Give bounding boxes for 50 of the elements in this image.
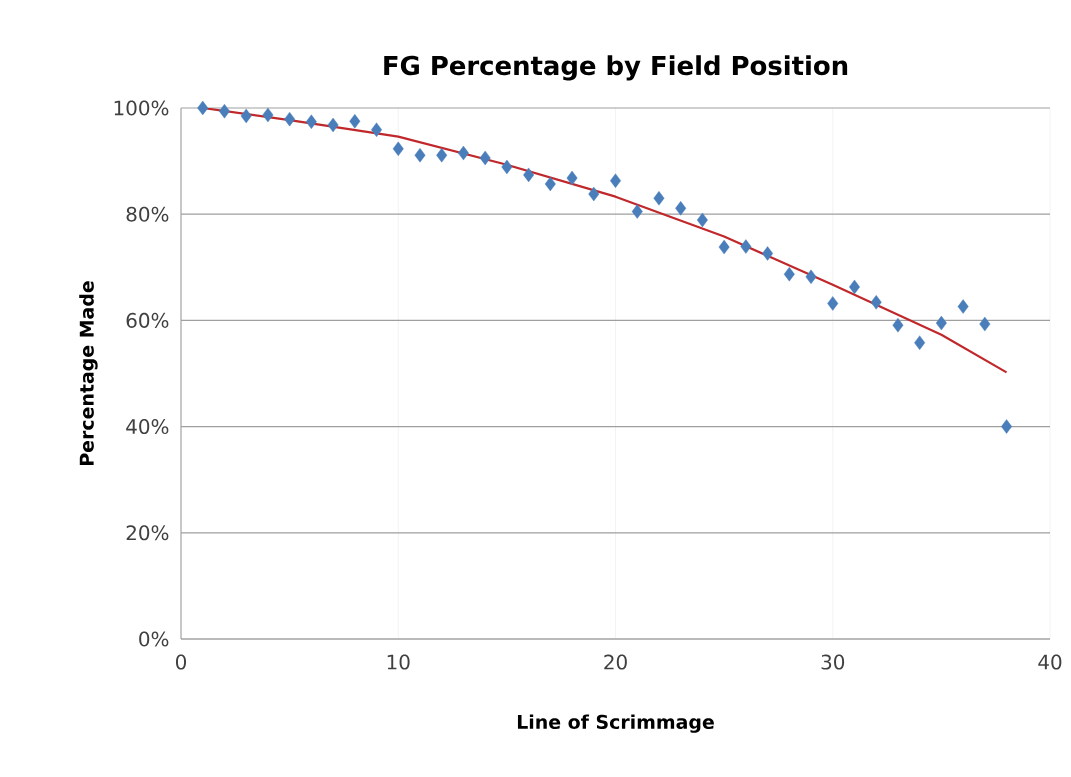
point: [501, 159, 513, 175]
point: [870, 295, 882, 310]
point: [436, 148, 448, 163]
x-axis-title: Line of Scrimmage: [517, 714, 714, 733]
point: [240, 108, 252, 124]
y-tick-label: 60%: [126, 312, 169, 328]
point: [827, 296, 839, 311]
point: [523, 167, 535, 183]
x-tick-label: 10: [387, 654, 410, 670]
point: [457, 145, 469, 161]
point: [371, 122, 382, 137]
point: [762, 246, 774, 261]
point: [805, 269, 817, 285]
point: [262, 107, 274, 123]
point: [610, 173, 621, 188]
x-tick-label: 40: [1038, 654, 1062, 670]
point: [479, 150, 491, 166]
point: [197, 100, 209, 116]
point: [935, 315, 947, 331]
point: [675, 201, 687, 216]
point: [892, 317, 904, 333]
y-tick-label: 100%: [114, 100, 169, 116]
y-tick-label: 0%: [139, 631, 169, 647]
point: [305, 114, 317, 129]
point: [979, 316, 991, 332]
point: [284, 111, 296, 127]
point: [957, 299, 969, 314]
point: [566, 170, 578, 186]
point: [914, 335, 926, 350]
point: [544, 176, 556, 192]
x-tick-label: 30: [821, 654, 845, 670]
point: [349, 114, 361, 129]
point: [696, 212, 708, 228]
point: [783, 266, 795, 282]
point: [327, 117, 339, 133]
x-tick-label: 0: [175, 654, 187, 670]
y-tick-label: 40%: [126, 419, 169, 435]
x-tick-label: 20: [604, 654, 627, 670]
y-tick-label: 80%: [126, 206, 169, 222]
point: [392, 141, 404, 157]
point: [414, 148, 426, 163]
point: [653, 191, 665, 206]
point: [631, 204, 643, 219]
point: [740, 239, 752, 254]
chart-title: FG Percentage by Field Position: [384, 55, 848, 81]
point: [718, 239, 730, 255]
y-tick-label: 20%: [126, 525, 169, 541]
point: [1001, 419, 1013, 434]
point: [588, 186, 600, 202]
y-axis-title: Percentage Made: [79, 281, 98, 465]
